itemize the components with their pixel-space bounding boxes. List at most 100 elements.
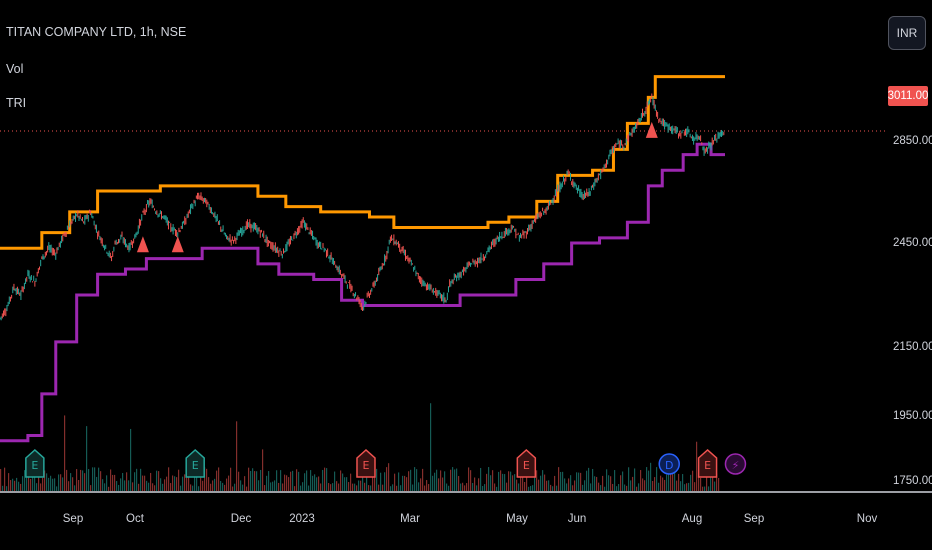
x-tick-label: Oct — [126, 513, 144, 525]
volume-bar — [564, 478, 566, 491]
volume-bar — [628, 467, 630, 491]
volume-bar — [704, 486, 706, 491]
volume-bar — [76, 469, 78, 491]
volume-bar — [420, 478, 422, 491]
volume-bar — [714, 481, 716, 491]
volume-bar — [158, 471, 160, 491]
volume-bar — [304, 473, 306, 491]
x-tick-label: May — [506, 513, 528, 525]
volume-bar — [410, 469, 412, 491]
volume-bar — [520, 477, 522, 491]
volume-bar — [600, 485, 602, 491]
volume-bar — [326, 468, 328, 491]
volume-bar — [108, 486, 110, 491]
volume-bar — [694, 482, 696, 491]
volume-bar — [84, 473, 86, 491]
volume-bar — [380, 472, 382, 491]
volume-bar — [718, 478, 720, 491]
vol-legend[interactable]: Vol — [6, 62, 24, 76]
volume-bar — [342, 473, 344, 491]
event-marker-label: E — [192, 459, 199, 472]
volume-bar — [248, 467, 250, 491]
volume-bar — [494, 483, 496, 491]
volume-bar — [350, 473, 352, 491]
volume-bar — [546, 480, 548, 491]
volume-bar — [584, 480, 586, 491]
volume-bar — [54, 478, 56, 491]
volume-bar — [188, 476, 190, 491]
volume-bar — [432, 475, 434, 491]
volume-bar — [664, 479, 666, 491]
x-tick-label: Mar — [400, 513, 420, 525]
volume-bar — [362, 477, 364, 491]
tri-legend[interactable]: TRI — [6, 96, 27, 110]
volume-bar — [606, 469, 608, 491]
volume-bar — [328, 483, 330, 491]
volume-bar — [178, 469, 180, 491]
volume-bar — [198, 486, 200, 491]
volume-bar — [624, 484, 626, 491]
volume-bar — [392, 484, 394, 491]
volume-bar — [174, 476, 176, 491]
signal-triangle — [645, 121, 658, 138]
volume-bar — [250, 470, 252, 491]
volume-bar — [616, 486, 618, 491]
volume-bar — [626, 485, 628, 491]
volume-bar — [630, 480, 632, 491]
volume-bar — [58, 474, 60, 491]
volume-bar — [516, 479, 518, 491]
volume-bar — [488, 467, 490, 491]
volume-bar — [386, 467, 388, 491]
volume-bar — [656, 467, 658, 491]
volume-bar — [316, 477, 318, 491]
volume-bar — [478, 478, 480, 491]
volume-bar — [234, 483, 236, 491]
volume-bar — [182, 476, 184, 491]
volume-bar — [620, 475, 622, 491]
volume-bar — [540, 475, 542, 491]
volume-bar — [38, 475, 40, 491]
volume-bar — [270, 482, 272, 491]
volume-bar — [180, 485, 182, 491]
volume-bar — [422, 468, 424, 491]
volume-bar — [88, 469, 90, 491]
signal-triangle — [136, 236, 149, 253]
volume-bar — [556, 485, 558, 491]
volume-bar — [394, 473, 396, 491]
volume-bar — [286, 475, 288, 491]
volume-bar — [276, 470, 278, 491]
symbol-legend[interactable]: TITAN COMPANY LTD, 1h, NSE — [6, 25, 187, 39]
volume-bar — [300, 485, 302, 491]
volume-bar — [2, 485, 4, 491]
volume-bar — [176, 477, 178, 491]
currency-button[interactable]: INR — [888, 16, 926, 50]
volume-bar — [500, 470, 502, 491]
volume-bar — [402, 475, 404, 491]
x-tick-label: 2023 — [289, 513, 315, 525]
volume-bar — [130, 428, 132, 491]
volume-bar — [190, 484, 192, 491]
volume-bar — [680, 481, 682, 491]
volume-bar — [346, 477, 348, 491]
volume-bar — [68, 481, 70, 491]
volume-bar — [266, 475, 268, 491]
volume-bar — [86, 426, 88, 491]
volume-bar — [64, 415, 66, 491]
volume-bar — [382, 484, 384, 491]
volume-bar — [50, 475, 52, 491]
volume-bar — [298, 471, 300, 491]
signal-triangle — [171, 236, 184, 253]
volume-bar — [450, 469, 452, 491]
volume-bar — [650, 462, 652, 491]
event-markers[interactable]: E E E E D E ⚡ — [25, 448, 747, 478]
volume-bar — [596, 476, 598, 491]
volume-bar — [716, 473, 718, 491]
volume-bar — [698, 468, 700, 491]
volume-bar — [434, 472, 436, 491]
volume-bar — [652, 480, 654, 491]
volume-bar — [702, 486, 704, 491]
volume-bar — [522, 472, 524, 491]
last-price-tag: 3011.00 — [888, 86, 928, 106]
volume-bar — [598, 482, 600, 491]
